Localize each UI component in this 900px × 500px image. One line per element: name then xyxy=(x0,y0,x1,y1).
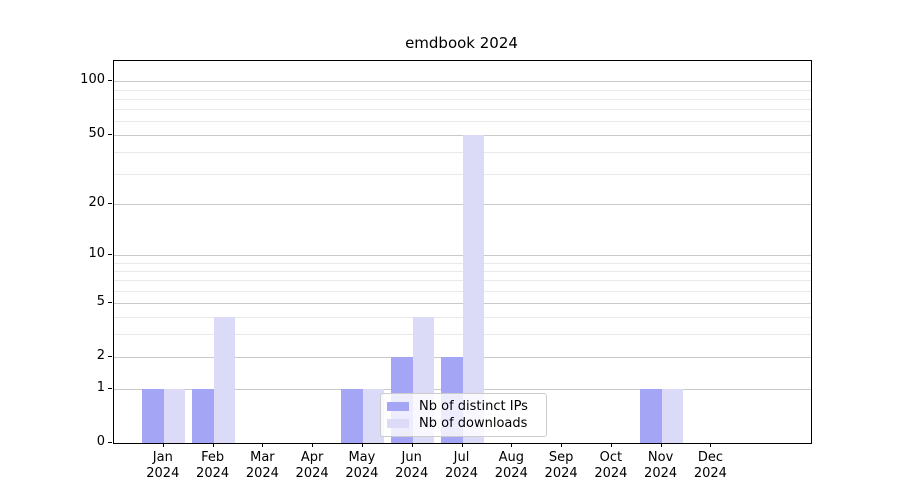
bar-downloads-jul xyxy=(462,134,484,443)
y-tick-label: 100 xyxy=(80,72,105,88)
y-tick-label: 20 xyxy=(88,195,105,211)
x-tick-mark xyxy=(511,443,513,447)
gridline-minor xyxy=(114,89,811,91)
x-tick-label-jun: Jun 2024 xyxy=(395,450,429,481)
x-tick-mark xyxy=(461,443,463,447)
bar-distinct-ips-nov xyxy=(640,388,662,443)
x-tick-mark xyxy=(710,443,712,447)
legend-entry-distinct-ips: Nb of distinct IPs xyxy=(387,399,538,414)
bar-distinct-ips-jan xyxy=(142,388,164,443)
x-tick-label-dec: Dec 2024 xyxy=(693,450,727,481)
legend-label-downloads: Nb of downloads xyxy=(419,416,528,431)
y-tick-mark xyxy=(108,442,112,443)
x-tick-label-jan: Jan 2024 xyxy=(146,450,180,481)
legend: Nb of distinct IPs Nb of downloads xyxy=(380,393,547,437)
y-tick-mark xyxy=(108,80,112,82)
bar-distinct-ips-may xyxy=(341,388,363,443)
x-tick-mark xyxy=(561,443,563,447)
x-tick-label-aug: Aug 2024 xyxy=(494,450,528,481)
chart-title: emdbook 2024 xyxy=(405,34,518,52)
x-tick-mark xyxy=(162,443,164,447)
bar-downloads-feb xyxy=(213,316,236,443)
legend-entry-downloads: Nb of downloads xyxy=(387,416,538,431)
x-tick-mark xyxy=(411,443,413,447)
x-tick-label-jul: Jul 2024 xyxy=(444,450,479,481)
bar-downloads-jan xyxy=(163,388,186,443)
y-tick-label: 50 xyxy=(88,125,105,141)
y-tick-mark xyxy=(108,254,112,256)
x-tick-mark xyxy=(312,443,314,447)
y-tick-label: 10 xyxy=(88,246,105,262)
y-tick-label: 5 xyxy=(96,293,105,309)
y-tick-mark xyxy=(108,133,112,135)
x-tick-label-sep: Sep 2024 xyxy=(544,450,578,481)
gridline-minor xyxy=(114,109,811,110)
gridline-minor xyxy=(114,98,811,100)
y-tick-label: 2 xyxy=(96,347,105,363)
legend-label-distinct-ips: Nb of distinct IPs xyxy=(419,399,528,414)
legend-swatch-downloads xyxy=(387,419,409,428)
gridline-minor xyxy=(114,120,811,122)
y-tick-mark xyxy=(108,301,112,303)
bar-downloads-may xyxy=(362,388,385,443)
x-tick-label-mar: Mar 2024 xyxy=(245,450,279,481)
x-tick-mark xyxy=(212,443,214,447)
x-tick-label-oct: Oct 2024 xyxy=(594,450,628,481)
x-tick-label-nov: Nov 2024 xyxy=(644,450,678,481)
y-tick-mark xyxy=(108,387,112,389)
gridline-major xyxy=(114,81,811,83)
x-tick-label-may: May 2024 xyxy=(345,450,379,481)
x-tick-mark xyxy=(262,443,264,447)
x-tick-mark xyxy=(361,443,363,447)
bar-downloads-nov xyxy=(661,388,684,443)
y-tick-label: 0 xyxy=(96,434,105,449)
y-tick-mark xyxy=(108,203,112,205)
plot-area xyxy=(113,60,812,444)
x-tick-label-apr: Apr 2024 xyxy=(295,450,329,481)
y-tick-label: 1 xyxy=(96,379,105,395)
x-tick-label-feb: Feb 2024 xyxy=(196,450,230,481)
x-tick-mark xyxy=(660,443,662,447)
legend-swatch-distinct-ips xyxy=(387,402,409,411)
bar-distinct-ips-feb xyxy=(192,388,214,443)
y-tick-mark xyxy=(108,355,112,357)
x-tick-mark xyxy=(610,443,612,447)
